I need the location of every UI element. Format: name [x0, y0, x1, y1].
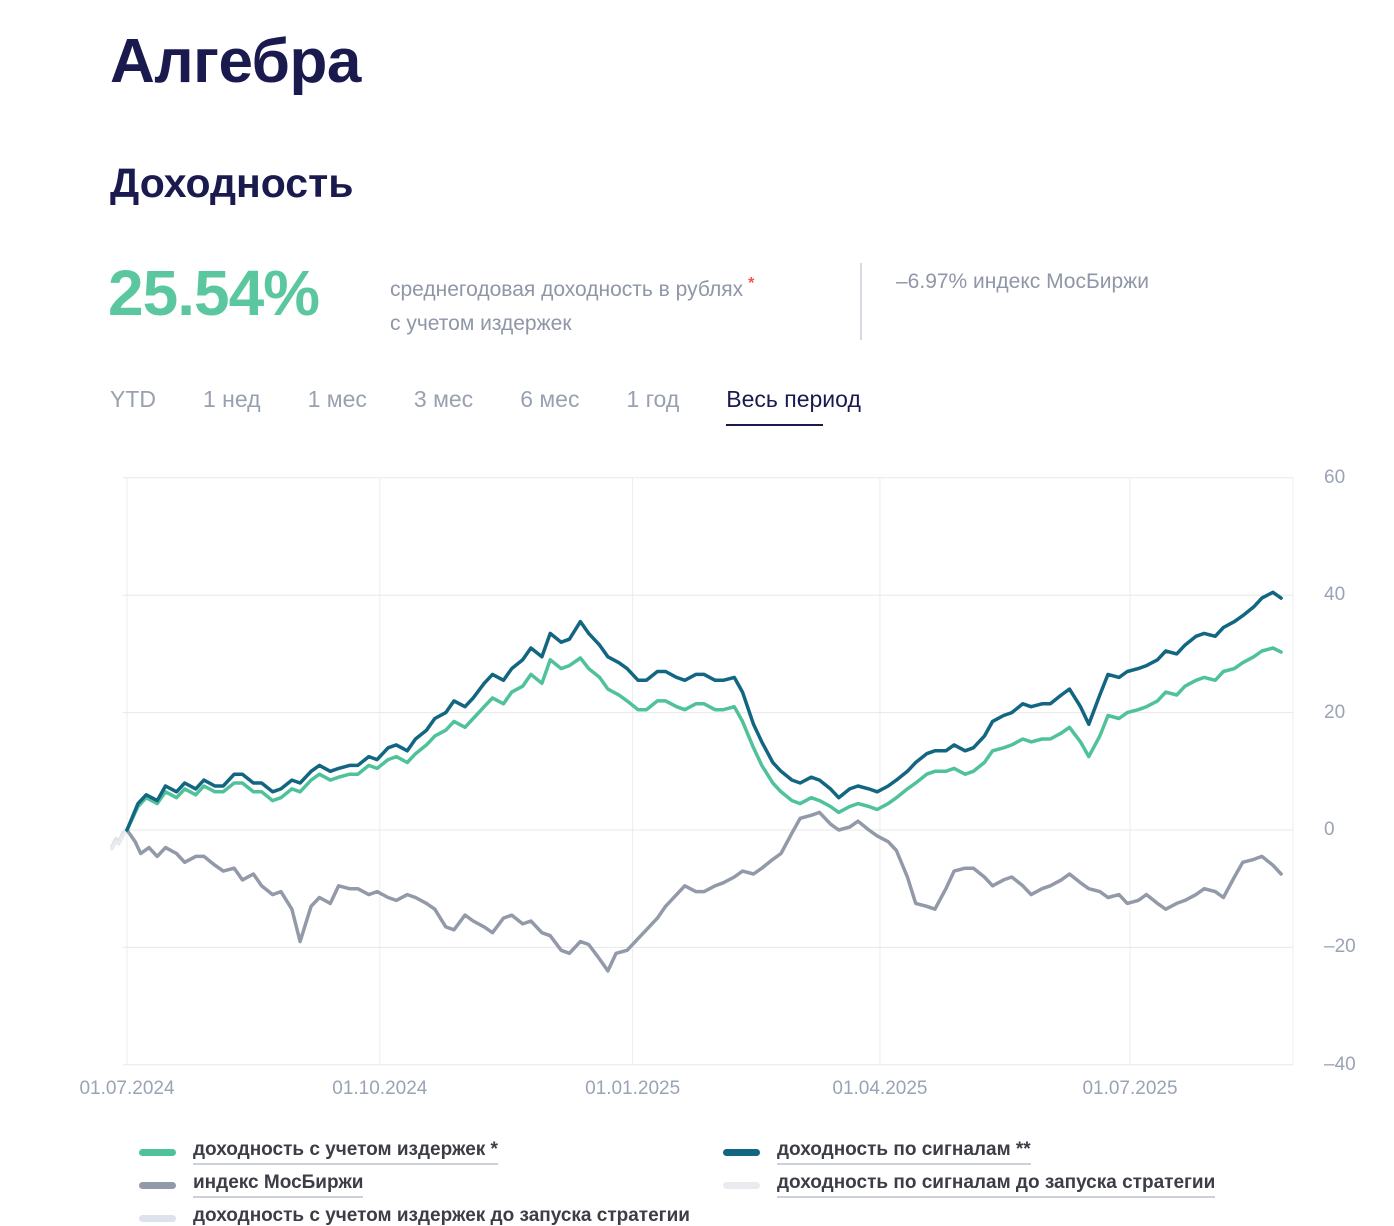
legend-label-signals: доходность по сигналам ** [777, 1139, 1031, 1165]
legend-swatch-strategy_net_prelaunch [139, 1214, 176, 1222]
legend-item-strategy_net[interactable]: доходность с учетом издержек * [139, 1139, 690, 1165]
x-tick-label: 01.07.2025 [1082, 1078, 1178, 1099]
y-tick-label: 60 [1324, 466, 1346, 488]
legend-swatch-moex [139, 1181, 176, 1189]
legend-label-signals_prelaunch: доходность по сигналам до запуска страте… [777, 1172, 1216, 1198]
series-line-signals [125, 590, 1283, 832]
chart-canvas[interactable] [0, 455, 1394, 1095]
legend-label-strategy_net_prelaunch: доходность с учетом издержек до запуска … [193, 1205, 690, 1226]
legend-item-signals[interactable]: доходность по сигналам ** [723, 1139, 1215, 1165]
return-desc-line1: среднегодовая доходность в рублях [390, 278, 744, 301]
section-title: Доходность [110, 160, 354, 206]
legend-label-strategy_net: доходность с учетом издержек * [193, 1139, 498, 1165]
legend-swatch-signals [723, 1148, 760, 1156]
tab-1m[interactable]: 1 мес [307, 386, 367, 412]
legend-item-moex[interactable]: индекс МосБиржи [139, 1172, 690, 1198]
y-tick-label: 40 [1324, 584, 1346, 606]
stats-divider [860, 263, 862, 340]
legend-item-signals_prelaunch[interactable]: доходность по сигналам до запуска страте… [723, 1172, 1216, 1198]
series-line-signals_prelaunch [110, 828, 129, 851]
tab-ytd[interactable]: YTD [110, 386, 156, 412]
legend-item-strategy_net_prelaunch[interactable]: доходность с учетом издержек до запуска … [139, 1205, 690, 1226]
page-title: Алгебра [110, 27, 361, 96]
annual-return-value: 25.54% [108, 257, 320, 329]
x-tick-label: 01.04.2025 [832, 1078, 928, 1099]
returns-chart: 01.07.2024 01.10.2024 01.01.2025 01.04.2025… [0, 455, 1394, 1155]
legend-column-2: доходность по сигналам ** доходность по с… [723, 1139, 1216, 1205]
x-tick-label: 01.01.2025 [585, 1078, 681, 1099]
tab-6m[interactable]: 6 мес [520, 386, 580, 412]
legend-label-moex: индекс МосБиржи [193, 1172, 364, 1198]
annual-return-description: среднегодовая доходность в рублях * с уче… [390, 267, 754, 341]
series-line-strategy_net [125, 646, 1283, 832]
y-tick-label: 0 [1324, 819, 1335, 840]
x-tick-label: 01.07.2024 [79, 1078, 175, 1099]
y-tick-label: 20 [1324, 701, 1346, 723]
moex-index-value: –6.97% индекс МосБиржи [896, 270, 1149, 293]
tab-all[interactable]: Весь период [726, 386, 861, 426]
period-tabs: YTD 1 нед 1 мес 3 мес 6 мес 1 год Весь период [110, 386, 861, 426]
tab-3m[interactable]: 3 мес [413, 386, 474, 412]
y-tick-label: –20 [1324, 936, 1356, 958]
legend-column-1: доходность с учетом издержек * индекс Мос… [139, 1139, 690, 1226]
y-tick-label: –40 [1324, 1053, 1356, 1075]
legend-swatch-strategy_net [139, 1148, 176, 1156]
tab-1y[interactable]: 1 год [626, 386, 680, 412]
legend-swatch-signals_prelaunch [723, 1181, 760, 1189]
series-line-moex [125, 810, 1283, 973]
return-desc-line2: с учетом издержек [390, 312, 572, 335]
tab-1w[interactable]: 1 нед [203, 386, 261, 412]
chart-legend: доходность с учетом издержек * индекс Мос… [0, 1139, 1394, 1226]
x-tick-label: 01.10.2024 [332, 1078, 428, 1099]
footnote-asterisk: * [748, 275, 755, 292]
